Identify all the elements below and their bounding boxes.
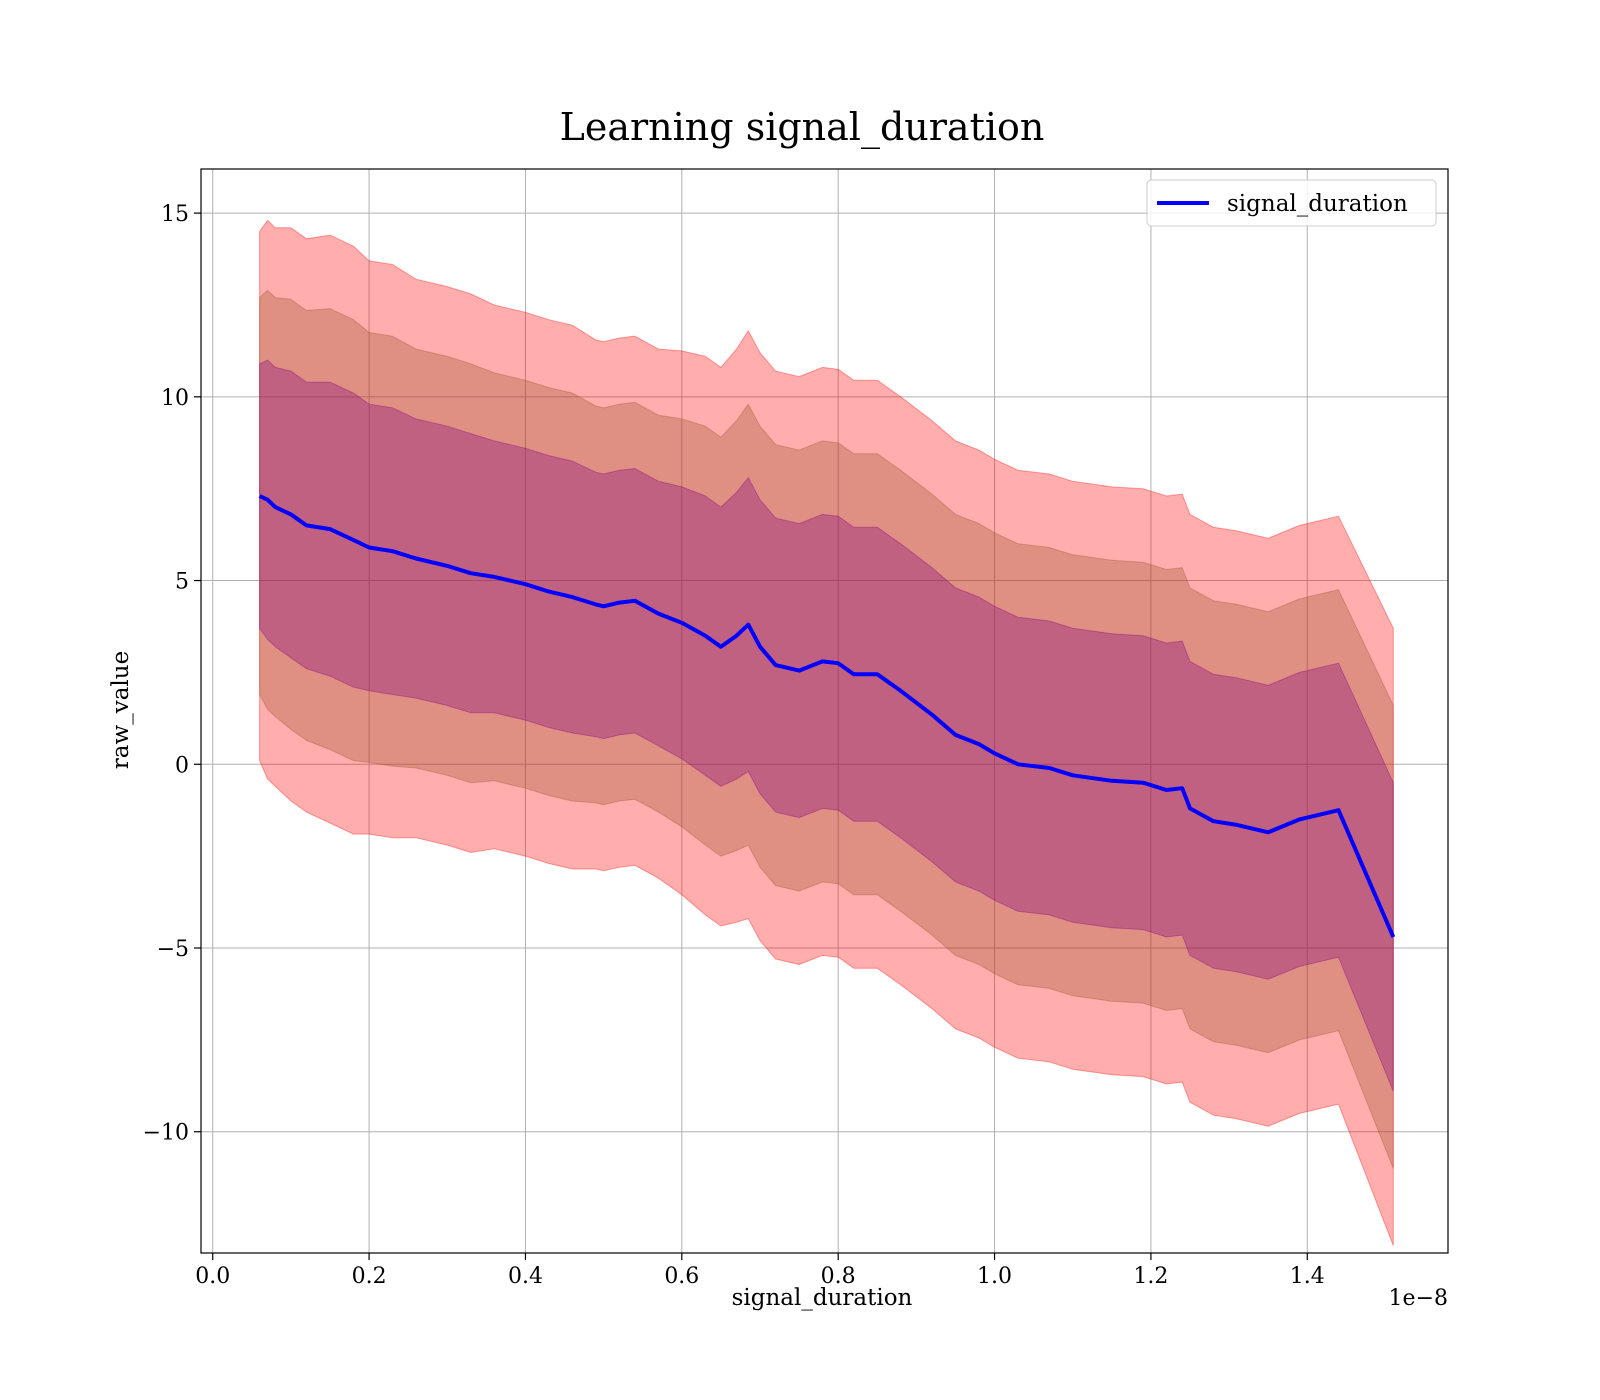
x-tick-label: 0.8 xyxy=(821,1264,856,1289)
x-axis-ticks: 0.0 0.2 0.4 0.6 0.8 1.0 1.2 1.4 xyxy=(195,1253,1325,1289)
x-tick-label: 0.2 xyxy=(352,1264,387,1289)
legend-box xyxy=(1146,179,1437,227)
grid-lines xyxy=(201,169,1448,1253)
std-bands xyxy=(259,219,1394,1246)
x-tick-label: 0.0 xyxy=(195,1264,230,1289)
y-axis-ticks: −10 −5 0 5 10 15 xyxy=(143,202,201,1146)
plot-area-frame xyxy=(200,168,1449,1254)
x-tick-label: 1.4 xyxy=(1290,1264,1325,1289)
x-tick-label: 1.0 xyxy=(977,1264,1012,1289)
y-tick-label: −5 xyxy=(157,937,189,962)
x-tick-label: 1.2 xyxy=(1133,1264,1168,1289)
std-band-band_middle xyxy=(259,289,1394,1169)
legend-label: signal_duration xyxy=(1227,191,1408,217)
y-tick-label: 5 xyxy=(175,570,189,595)
x-axis-offset-label: 1e−8 xyxy=(1389,1286,1448,1311)
x-tick-label: 0.6 xyxy=(664,1264,699,1289)
legend: signal_duration xyxy=(1146,179,1437,227)
y-axis-label: raw_value xyxy=(108,651,134,769)
mean-line-layer xyxy=(258,494,1396,938)
x-axis-label: signal_duration xyxy=(732,1285,913,1311)
series-line-signal-duration xyxy=(258,494,1396,938)
y-tick-label: −10 xyxy=(143,1121,189,1146)
y-tick-label: 15 xyxy=(161,202,189,227)
std-band-band_inner xyxy=(259,359,1394,1092)
std-band-band_outer xyxy=(259,219,1394,1246)
y-tick-label: 10 xyxy=(161,386,189,411)
x-tick-label: 0.4 xyxy=(508,1264,543,1289)
y-tick-label: 0 xyxy=(175,753,189,778)
chart-title: Learning signal_duration xyxy=(560,105,1045,150)
